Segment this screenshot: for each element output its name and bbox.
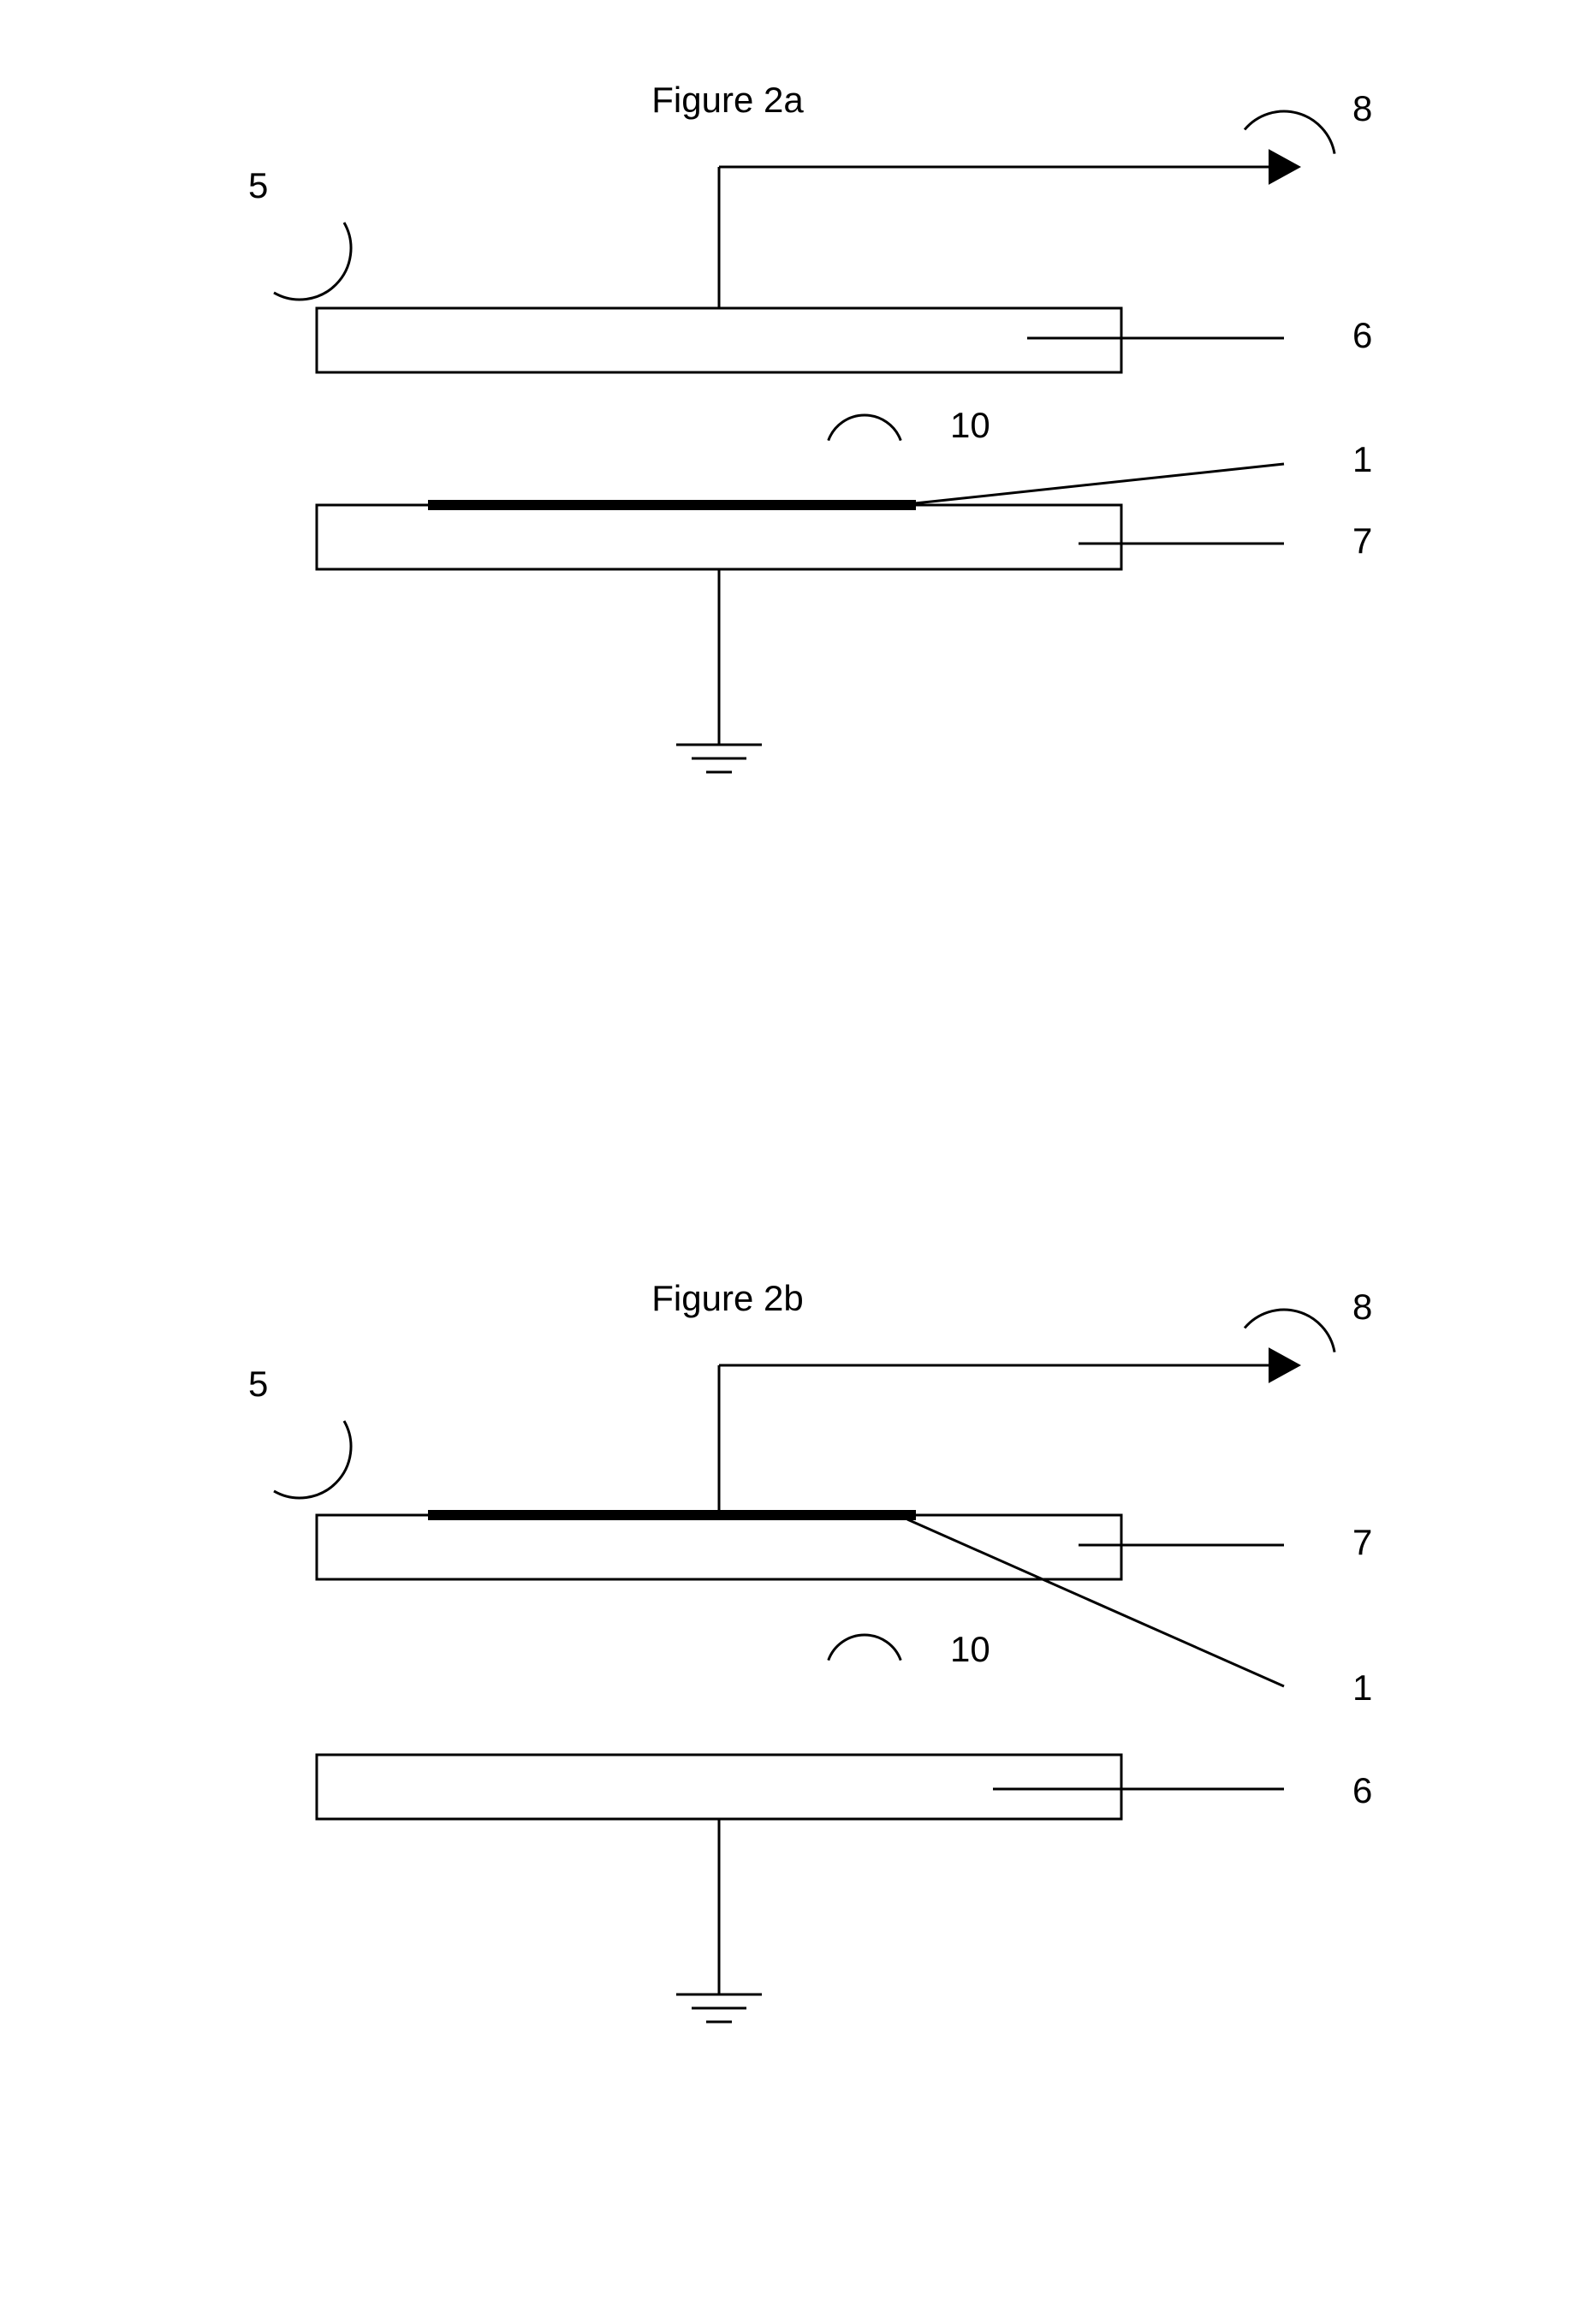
figure-2b: Figure 2b 5 8 7 10 1 6 — [248, 1278, 1372, 2022]
ref-label-7: 7 — [1352, 1522, 1372, 1562]
top-plate — [317, 308, 1121, 372]
ref-label-1: 1 — [1352, 1667, 1372, 1708]
top-plate — [317, 1515, 1121, 1579]
ref-label-8: 8 — [1352, 88, 1372, 128]
ref-label-6: 6 — [1352, 315, 1372, 355]
figure-2a: Figure 2a 5 8 6 10 1 7 — [248, 80, 1372, 772]
leader-arc-8 — [1245, 1310, 1334, 1352]
ref-label-10: 10 — [950, 1629, 990, 1669]
leader-arc-5 — [274, 1421, 351, 1498]
ref-label-8: 8 — [1352, 1287, 1372, 1327]
leader-arc-10 — [829, 415, 901, 441]
figure-title-2a: Figure 2a — [651, 80, 804, 120]
bottom-plate — [317, 505, 1121, 569]
ref-label-5: 5 — [248, 165, 268, 205]
ref-label-5: 5 — [248, 1364, 268, 1404]
leader-line-1 — [899, 464, 1284, 505]
diagram-canvas: Figure 2a 5 8 6 10 1 7 Figure 2b 5 8 7 10 1 6 — [0, 0, 1581, 2324]
leader-arc-8 — [1245, 111, 1334, 154]
bottom-plate — [317, 1755, 1121, 1819]
ref-label-10: 10 — [950, 405, 990, 445]
leader-arc-5 — [274, 223, 351, 300]
figure-title-2b: Figure 2b — [651, 1278, 803, 1318]
ref-label-7: 7 — [1352, 520, 1372, 561]
ref-label-6: 6 — [1352, 1770, 1372, 1810]
ref-label-1: 1 — [1352, 439, 1372, 479]
leader-arc-10 — [829, 1635, 901, 1661]
